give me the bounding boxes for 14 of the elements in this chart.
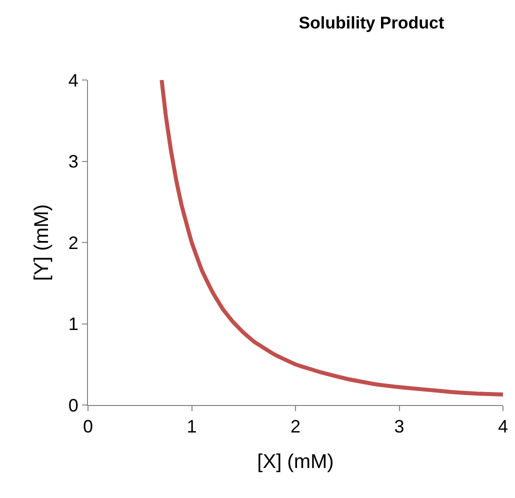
- x-tick-label: 2: [290, 416, 301, 437]
- x-tick-label: 4: [498, 416, 508, 437]
- y-tick-label: 0: [68, 395, 78, 416]
- y-tick-label: 1: [68, 314, 78, 334]
- x-tick-label: 0: [82, 416, 94, 437]
- y-tick-label: 2: [68, 232, 78, 253]
- x-axis-title: [X] (mM): [257, 451, 334, 474]
- y-axis-title: [Y] (mM): [30, 204, 53, 281]
- line-series: [160, 80, 503, 396]
- y-tick-label: 3: [68, 152, 78, 172]
- chart-title: Solubility Product: [298, 13, 445, 32]
- x-tick-label: 1: [186, 416, 197, 437]
- y-tick-label: 4: [68, 70, 78, 90]
- x-tick-label: 3: [394, 416, 404, 437]
